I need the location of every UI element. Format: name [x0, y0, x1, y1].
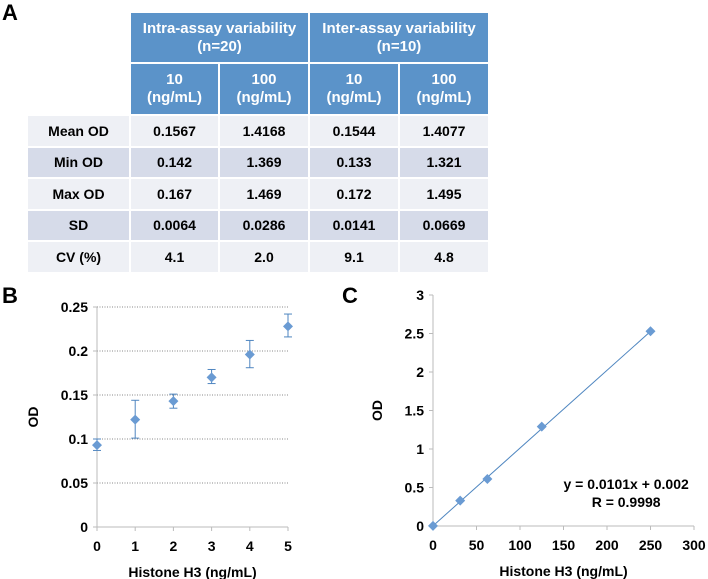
y-tick-label: 0 — [416, 518, 424, 534]
table-cell: 0.172 — [310, 179, 398, 209]
sub-header: 100 (ng/mL) — [220, 64, 308, 114]
data-point — [206, 372, 217, 383]
data-point — [130, 414, 141, 425]
trendline-annotation: R = 0.9998 — [592, 494, 661, 510]
table-row: Min OD 0.142 1.369 0.133 1.321 — [28, 147, 488, 177]
data-point — [92, 440, 102, 451]
table-cell: 0.1544 — [310, 116, 398, 146]
corner-cell — [28, 64, 129, 114]
y-tick-label: 0.25 — [61, 299, 88, 315]
table-row: CV (%) 4.1 2.0 9.1 4.8 — [28, 242, 488, 272]
y-tick-label: 2 — [416, 364, 424, 380]
x-tick-label: 4 — [246, 538, 254, 554]
panel-label-b: B — [2, 283, 18, 308]
table-cell: 4.1 — [131, 242, 218, 272]
y-tick-label: 1.5 — [405, 403, 425, 419]
x-tick-label: 300 — [682, 537, 706, 553]
corner-cell — [28, 13, 129, 62]
trendline-annotation: y = 0.0101x + 0.002 — [563, 476, 689, 492]
sub-header: 100 (ng/mL) — [400, 64, 488, 114]
table-cell: 9.1 — [310, 242, 398, 272]
y-axis-label: OD — [25, 407, 41, 428]
data-point — [482, 474, 493, 485]
table-cell: 1.469 — [220, 179, 308, 209]
x-tick-label: 50 — [469, 537, 485, 553]
table-row: SD 0.0064 0.0286 0.0141 0.0669 — [28, 210, 488, 240]
table-cell: 1.4168 — [220, 116, 308, 146]
x-tick-label: 0 — [429, 537, 437, 553]
y-tick-label: 0 — [80, 519, 88, 535]
panel-label-c: C — [342, 283, 358, 308]
table-cell: 1.369 — [220, 147, 308, 177]
table-cell: 0.0286 — [220, 210, 308, 240]
row-label: SD — [28, 210, 129, 240]
y-tick-label: 0.2 — [69, 343, 89, 359]
x-tick-label: 1 — [131, 538, 139, 554]
data-point — [536, 421, 547, 432]
chart-c: 0 0.5 1 1.5 2 2.5 3 0 50 100 150 200 250 300 Histone H… — [369, 287, 706, 579]
chart-b: 0 0.05 0.1 0.15 0.2 0.25 0 1 2 3 4 5 Histone H3 (ng/… — [25, 299, 293, 579]
x-tick-label: 2 — [170, 538, 178, 554]
x-tick-label: 200 — [595, 537, 619, 553]
sub-header: 10 (ng/mL) — [131, 64, 218, 114]
data-point — [455, 495, 466, 506]
table-cell: 1.495 — [400, 179, 488, 209]
x-axis-label: Histone H3 (ng/mL) — [128, 564, 256, 579]
group-header-inter: Inter-assay variability (n=10) — [310, 13, 488, 62]
table-cell: 4.8 — [400, 242, 488, 272]
row-label: Min OD — [28, 147, 129, 177]
table-cell: 0.142 — [131, 147, 218, 177]
x-tick-label: 5 — [284, 538, 292, 554]
variability-table: Intra-assay variability (n=20) Inter-assa… — [26, 11, 490, 274]
x-tick-label: 250 — [639, 537, 663, 553]
table-cell: 0.0669 — [400, 210, 488, 240]
data-point — [283, 321, 293, 332]
y-tick-label: 2.5 — [405, 326, 425, 342]
row-label: Max OD — [28, 179, 129, 209]
data-point — [428, 520, 438, 531]
data-point — [645, 326, 656, 337]
x-tick-label: 150 — [552, 537, 576, 553]
table-cell: 0.0064 — [131, 210, 218, 240]
table-cell: 1.4077 — [400, 116, 488, 146]
table-row: Mean OD 0.1567 1.4168 0.1544 1.4077 — [28, 116, 488, 146]
y-axis-label: OD — [369, 400, 385, 421]
data-point — [244, 349, 255, 360]
y-tick-label: 1 — [416, 441, 424, 457]
table-cell: 0.1567 — [131, 116, 218, 146]
table-row: Max OD 0.167 1.469 0.172 1.495 — [28, 179, 488, 209]
x-axis-label: Histone H3 (ng/mL) — [499, 563, 627, 579]
y-tick-label: 3 — [416, 287, 424, 303]
x-tick-label: 100 — [508, 537, 532, 553]
group-header-intra: Intra-assay variability (n=20) — [131, 13, 308, 62]
y-tick-label: 0.15 — [61, 387, 88, 403]
sub-header: 10 (ng/mL) — [310, 64, 398, 114]
y-tick-label: 0.1 — [69, 431, 89, 447]
row-label: Mean OD — [28, 116, 129, 146]
y-tick-label: 0.05 — [61, 475, 88, 491]
table-cell: 0.133 — [310, 147, 398, 177]
table-cell: 1.321 — [400, 147, 488, 177]
y-tick-label: 0.5 — [405, 480, 425, 496]
table-cell: 0.0141 — [310, 210, 398, 240]
panel-label-a: A — [2, 0, 18, 25]
data-point — [168, 396, 179, 407]
table-cell: 2.0 — [220, 242, 308, 272]
row-label: CV (%) — [28, 242, 129, 272]
x-tick-label: 3 — [208, 538, 216, 554]
x-tick-label: 0 — [93, 538, 101, 554]
table-cell: 0.167 — [131, 179, 218, 209]
